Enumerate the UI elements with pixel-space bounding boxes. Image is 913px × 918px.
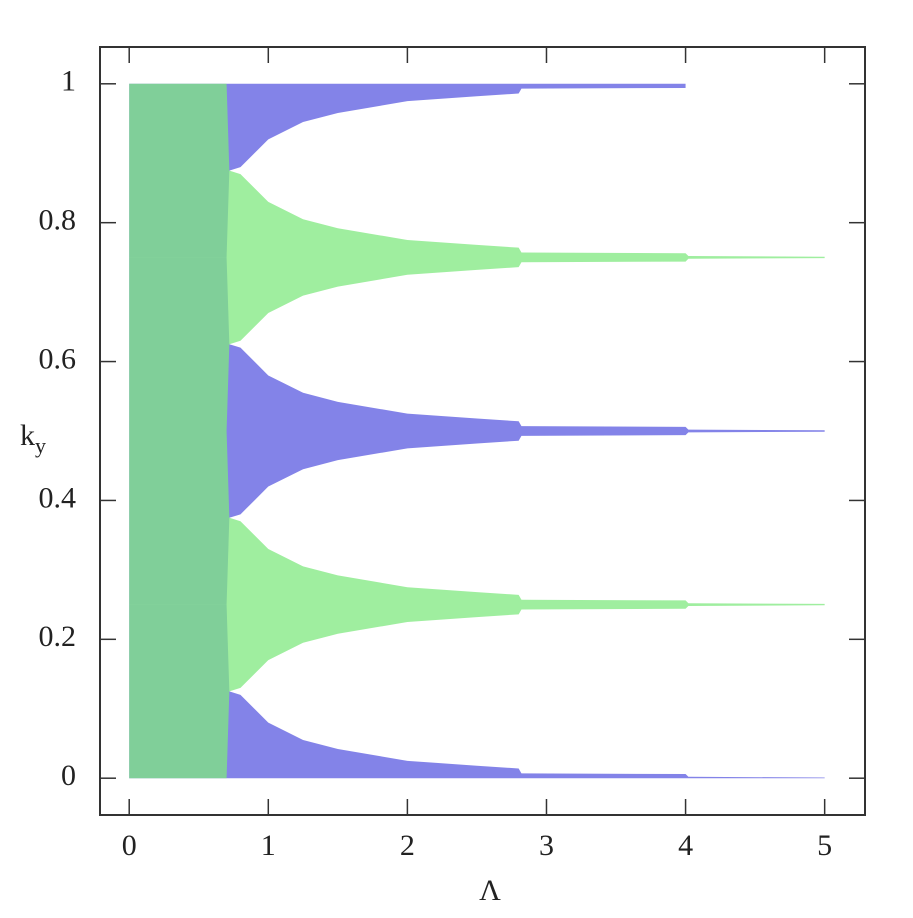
plot-area — [129, 83, 825, 779]
x-tick-label: 1 — [261, 829, 276, 862]
y-axis-label: ky — [20, 419, 46, 458]
x-tick-label: 4 — [678, 829, 693, 862]
x-tick-label: 3 — [539, 829, 554, 862]
y-axis-label-sub: y — [35, 433, 46, 458]
y-tick-label: 0.8 — [39, 204, 77, 237]
band-area — [129, 431, 825, 779]
band-area — [129, 257, 825, 605]
y-tick-label: 0.2 — [39, 620, 77, 653]
x-axis-label: Λ — [479, 874, 501, 907]
y-tick-label: 0.4 — [39, 481, 77, 514]
frame — [99, 46, 866, 816]
y-tick-label: 1 — [61, 65, 76, 98]
x-tick-label: 5 — [817, 829, 832, 862]
band-area — [129, 83, 686, 258]
y-axis-label-main: k — [20, 419, 35, 452]
y-tick-label: 0 — [61, 759, 76, 792]
x-tick-label: 0 — [122, 829, 137, 862]
band-area — [129, 83, 825, 432]
x-tick-label: 2 — [400, 829, 415, 862]
y-tick-label: 0.6 — [39, 342, 77, 375]
